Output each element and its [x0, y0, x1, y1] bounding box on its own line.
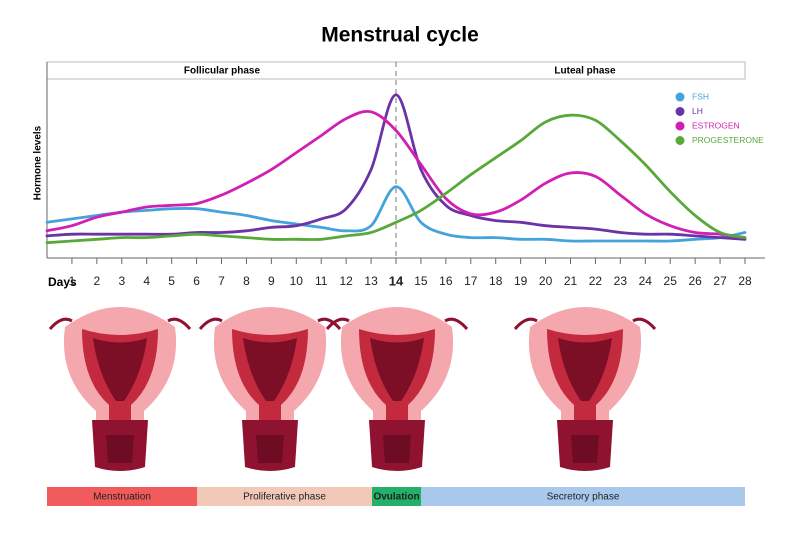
uterus	[48, 305, 192, 473]
phase-label: Luteal phase	[554, 66, 616, 77]
phase-segment-label: Proliferative phase	[243, 492, 326, 503]
x-tick-label: 4	[143, 274, 150, 288]
x-tick-label: 22	[589, 274, 603, 288]
illustrations	[48, 305, 657, 473]
phase-segment-label: Menstruation	[93, 492, 151, 503]
x-axis-label: Days	[48, 275, 77, 289]
legend-marker	[675, 92, 685, 102]
x-tick-label: 20	[539, 274, 553, 288]
x-tick-label: 1	[69, 274, 76, 288]
x-tick-label: 28	[738, 274, 752, 288]
line-series	[45, 93, 747, 241]
x-tick-label: 21	[564, 274, 578, 288]
line-series	[45, 113, 747, 245]
x-tick-label: 26	[688, 274, 702, 288]
legend-marker	[675, 121, 685, 131]
x-tick-label: 16	[439, 274, 453, 288]
phase-segment-label: Secretory phase	[547, 492, 620, 503]
x-tick-label: 7	[218, 274, 225, 288]
phase-bar: Menstruation Proliferative phase Ovulation…	[47, 487, 745, 506]
x-tick-label: 11	[315, 274, 328, 288]
legend-marker	[675, 107, 685, 116]
x-tick-label: 9	[268, 274, 275, 288]
x-tick-label: 27	[713, 274, 727, 288]
x-tick-label: 18	[489, 274, 503, 288]
x-tick-label: 14	[389, 273, 404, 288]
x-tick-label: 17	[464, 274, 478, 288]
phase-segment	[47, 487, 197, 506]
line-series	[45, 109, 747, 239]
phase-segment	[421, 487, 745, 506]
x-tick-label: 15	[414, 274, 428, 288]
y-axis-label: Hormone levels	[33, 125, 44, 200]
phase-label: Follicular phase	[184, 66, 261, 77]
x-tick-label: 19	[514, 274, 528, 288]
phase-segment-label: Ovulation	[373, 492, 419, 503]
x-tick-label: 13	[364, 274, 378, 288]
phase-segment	[372, 487, 421, 506]
uterus	[513, 305, 657, 473]
legend-label: ESTROGEN	[692, 120, 740, 130]
x-tick-label: 23	[614, 274, 628, 288]
x-tick-label: 8	[243, 274, 250, 288]
legend-label: FSH	[692, 91, 709, 101]
legend-marker	[675, 136, 685, 145]
chart-title: Menstrual cycle	[321, 24, 479, 47]
legend-label: LH	[692, 106, 703, 116]
x-tick-label: 25	[664, 274, 678, 288]
x-tick-label: 5	[168, 274, 175, 288]
legend-label: PROGESTERONE	[692, 135, 764, 145]
x-tick-label: 10	[290, 274, 304, 288]
x-tick-label: 6	[193, 274, 200, 288]
x-tick-label: 12	[339, 274, 353, 288]
x-tick-label: 3	[118, 274, 125, 288]
phase-segment	[197, 487, 372, 506]
x-tick-label: 24	[639, 274, 653, 288]
line-series	[45, 185, 747, 243]
uterus	[325, 305, 469, 473]
x-tick-label: 2	[94, 274, 101, 288]
uterus	[198, 305, 342, 473]
